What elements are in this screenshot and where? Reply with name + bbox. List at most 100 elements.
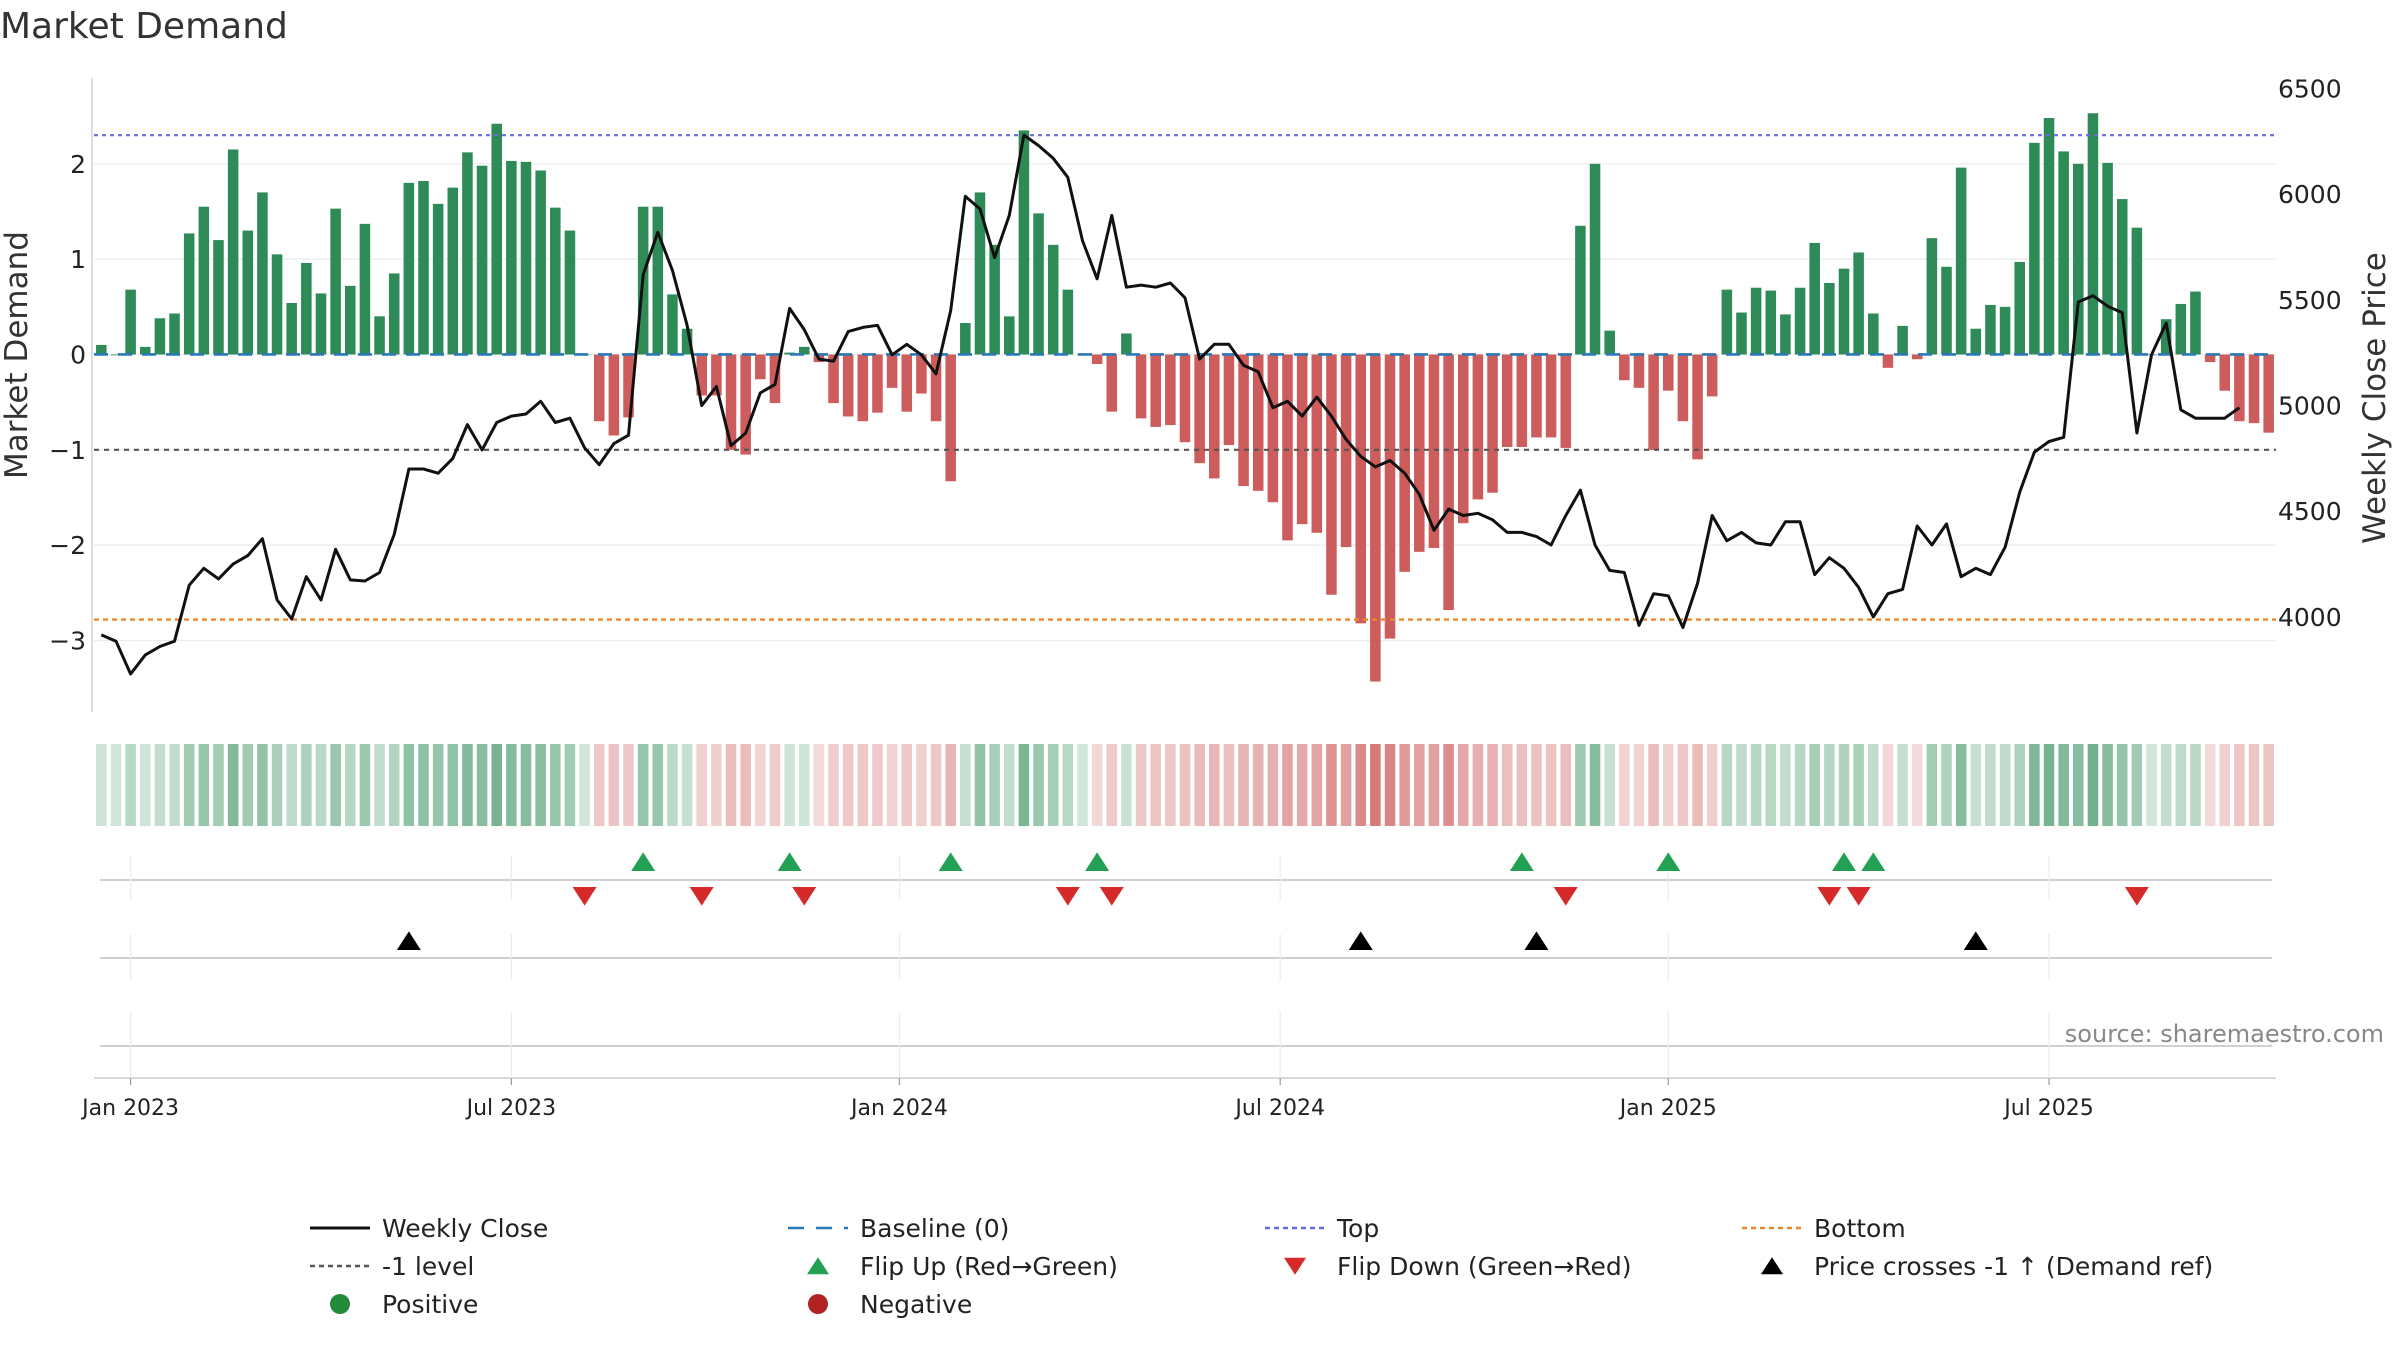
heat-cell [872, 744, 883, 826]
demand-bar [1604, 330, 1615, 355]
heat-cell [2204, 744, 2216, 826]
demand-bar [681, 328, 693, 355]
demand-bar [696, 354, 708, 396]
demand-bar [1033, 213, 1044, 355]
heat-cell [1765, 744, 1777, 826]
demand-bar [1721, 289, 1733, 355]
heat-cell [608, 744, 620, 826]
heat-cell [1868, 744, 1879, 826]
demand-bar [447, 187, 459, 355]
heat-cell [183, 744, 195, 826]
demand-bar [286, 302, 297, 355]
demand-bar [1882, 354, 1894, 368]
heat-cell [418, 744, 429, 826]
heat-cell [1223, 744, 1235, 826]
demand-bar [2029, 142, 2040, 355]
demand-bar [1252, 354, 1264, 491]
heat-cell [96, 744, 107, 826]
heat-cell [1296, 744, 1308, 826]
demand-bar [1765, 290, 1777, 355]
flip-up-marker [938, 852, 963, 871]
flip-up-marker [1831, 852, 1856, 871]
heat-cell [1003, 744, 1015, 826]
demand-bar [593, 354, 605, 422]
heat-cell [974, 744, 986, 826]
heat-cell [1970, 744, 1982, 826]
heat-cell [491, 744, 502, 826]
heat-cell [930, 744, 942, 826]
weekly-close-series [100, 133, 2241, 676]
heat-cell [1941, 744, 1952, 826]
heat-cell [1604, 744, 1615, 826]
demand-bar [2263, 354, 2274, 433]
heat-cell [1999, 744, 2011, 826]
demand-bar [1985, 304, 1996, 355]
heat-cell [798, 744, 810, 826]
flip-down-marker [2124, 887, 2149, 906]
heat-cell [842, 744, 854, 826]
demand-bar [169, 313, 180, 355]
flip-down-marker [1846, 887, 1871, 906]
demand-bar [2116, 199, 2128, 355]
demand-bar [1062, 289, 1074, 355]
heat-cell [1399, 744, 1410, 826]
demand-bar [1384, 354, 1396, 639]
heat-cell [1926, 744, 1938, 826]
heat-cell [257, 744, 268, 826]
demand-bar [857, 354, 869, 422]
heat-cell [1267, 744, 1279, 826]
heat-cell [1062, 744, 1074, 826]
reference-lines [94, 134, 2276, 621]
demand-bar [1165, 354, 1176, 426]
heat-cell [301, 744, 312, 826]
heat-cell [198, 744, 210, 826]
demand-bar [1662, 354, 1674, 391]
demand-bar [1194, 354, 1205, 464]
demand-bar [916, 354, 927, 394]
demand-bar [1326, 354, 1337, 595]
heat-cell [1501, 744, 1513, 826]
x-tick-label: Jan 2023 [80, 1096, 179, 1121]
y-right-tick-label: 4500 [2278, 497, 2342, 526]
demand-bar [1575, 225, 1586, 355]
demand-bar [960, 323, 971, 355]
demand-bar [1414, 354, 1425, 552]
heat-cell [1897, 744, 1908, 826]
heat-cell [2175, 744, 2187, 826]
demand-bar [1472, 354, 1484, 500]
demand-bar [2043, 118, 2055, 355]
heat-cell [901, 744, 913, 826]
flip-down-marker [572, 887, 597, 906]
heat-cell [828, 744, 839, 826]
legend-label: Price crosses -1 ↑ (Demand ref) [1814, 1252, 2213, 1281]
heat-cell [1179, 744, 1191, 826]
legend-label: Weekly Close [382, 1214, 548, 1243]
heat-cell [1355, 744, 1367, 826]
y-left-tick-label: −3 [49, 626, 86, 655]
demand-bar [1560, 354, 1572, 448]
demand-bar [1501, 354, 1513, 447]
heat-cell [813, 744, 825, 826]
heat-cell [1589, 744, 1601, 826]
heat-cell [1633, 744, 1645, 826]
demand-bar [1589, 163, 1601, 355]
heat-cell [681, 744, 693, 826]
heat-cell [2014, 744, 2025, 826]
y-axis-left-label: Market Demand [0, 231, 35, 479]
heat-cell [2073, 744, 2084, 826]
heat-cell [1472, 744, 1484, 826]
demand-bar [2102, 162, 2113, 355]
demand-bar [886, 354, 898, 388]
heat-cell [1457, 744, 1469, 826]
heat-cell [1311, 744, 1323, 826]
heat-cell [1238, 744, 1249, 826]
flip-up-marker [1509, 852, 1534, 871]
heat-cell [1662, 744, 1674, 826]
axes: 2 1 0 −1 −2 −3 6500 6000 5500 5000 4500 4000 [49, 75, 2342, 712]
demand-bar [667, 294, 678, 355]
heat-cell [1150, 744, 1161, 826]
heat-cell [916, 744, 927, 826]
heat-cell [374, 744, 385, 826]
heat-cell [154, 744, 166, 826]
legend-label: Baseline (0) [860, 1214, 1009, 1243]
